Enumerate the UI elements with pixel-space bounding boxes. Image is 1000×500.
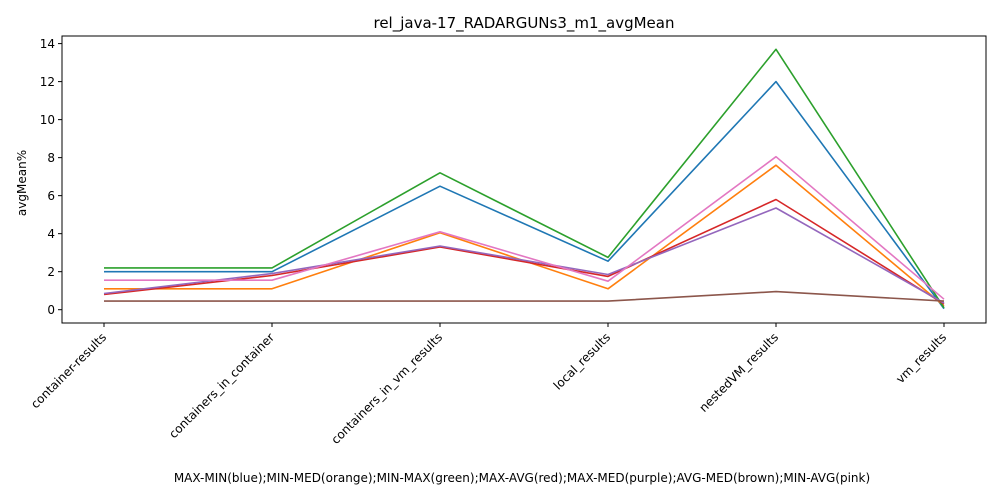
x-tick-label: containers_in_container — [166, 330, 277, 441]
y-tick-label: 4 — [47, 227, 55, 241]
series-line-6 — [104, 155, 945, 300]
y-tick-label: 0 — [47, 303, 55, 317]
chart-title: rel_java-17_RADARGUNs3_m1_avgMean — [373, 14, 674, 33]
y-tick-label: 2 — [47, 265, 55, 279]
x-tick-label: container-results — [28, 330, 109, 411]
y-tick-label: 6 — [47, 189, 55, 203]
series-line-5 — [104, 290, 945, 302]
axis-layer: 0 2 4 6 8 10 12 14 container-results containers_i… — [28, 37, 949, 447]
series-line-4 — [103, 207, 945, 304]
x-tick-label: local_results — [551, 330, 613, 392]
y-tick-label: 10 — [40, 113, 55, 127]
y-tick-label: 12 — [40, 75, 55, 89]
plot-frame — [61, 35, 987, 324]
x-axis-label: MAX-MIN(blue);MIN-MED(orange);MIN-MAX(gr… — [174, 471, 870, 485]
y-tick-label: 14 — [40, 37, 55, 51]
y-tick-label: 8 — [47, 151, 55, 165]
x-tick-label: vm_results — [893, 330, 949, 386]
series-layer — [103, 48, 945, 310]
series-line-2 — [104, 48, 945, 309]
y-axis-label: avgMean% — [15, 150, 29, 216]
x-tick-label: containers_in_vm_results — [328, 330, 445, 447]
x-tick-label: nestedVM_results — [696, 330, 781, 415]
series-line-3 — [103, 198, 945, 305]
series-line-1 — [104, 164, 945, 307]
series-line-0 — [104, 80, 945, 310]
